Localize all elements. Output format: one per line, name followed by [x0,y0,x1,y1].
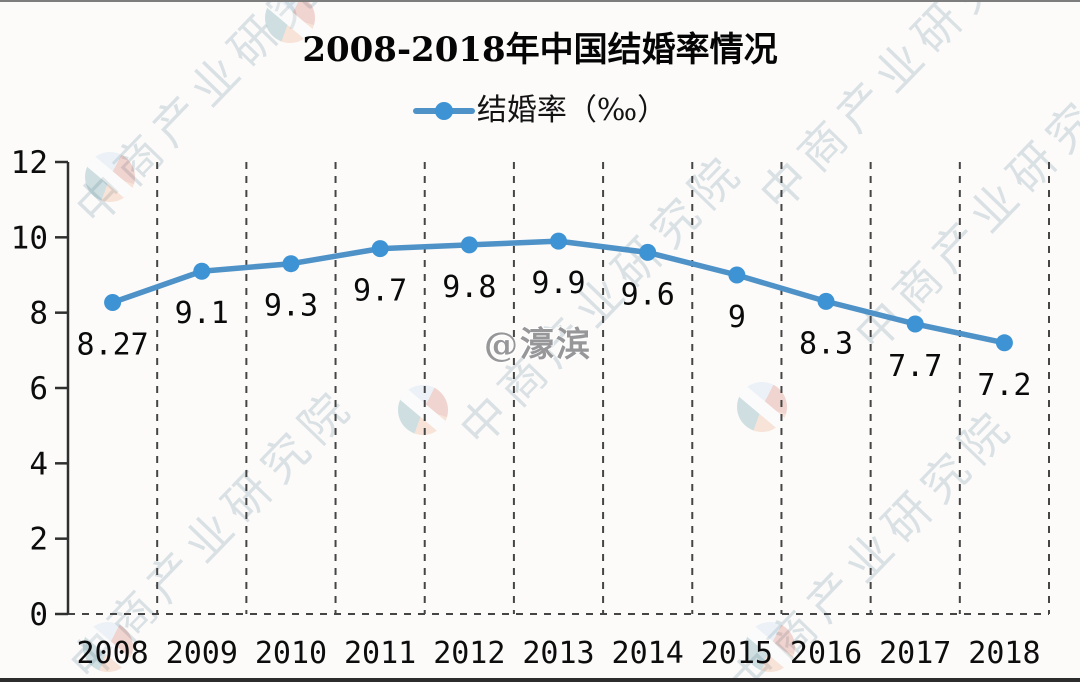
watermark-handle: @濠滨 [484,325,592,365]
x-tick-label: 2009 [166,636,238,671]
data-point [639,243,657,261]
y-tick-label: 2 [29,522,48,558]
x-tick-label: 2018 [968,636,1040,671]
data-point [995,334,1013,352]
data-point [371,240,389,258]
legend: 结婚率（‰） [0,92,1080,130]
data-point [728,266,746,284]
x-tick-label: 2013 [522,636,594,671]
y-tick-label: 6 [29,371,48,407]
data-label: 9.6 [621,277,675,312]
data-label: 7.2 [977,368,1031,403]
data-label: 9.3 [264,289,318,324]
x-tick-label: 2012 [433,636,505,671]
x-tick-label: 2015 [701,636,773,671]
data-label: 9 [728,300,746,335]
data-point [906,315,924,333]
x-tick-label: 2014 [612,636,684,671]
legend-line-marker-icon [412,102,475,120]
bottom-border [0,678,1080,682]
data-point [550,232,567,250]
x-tick-label: 2008 [76,636,148,671]
data-point [282,255,300,273]
data-point [193,262,211,280]
y-tick-label: 8 [29,296,48,332]
data-label: 8.3 [799,326,853,361]
data-label: 9.8 [442,270,496,305]
x-tick-label: 2016 [790,636,862,671]
legend-label: 结婚率（‰） [476,93,668,128]
y-tick-label: 12 [11,145,48,181]
data-label: 9.7 [353,274,407,309]
x-tick-label: 2010 [255,636,327,671]
x-tick-label: 2017 [879,636,951,671]
data-point [817,292,835,310]
x-tick-label: 2011 [344,636,416,671]
data-label: 8.27 [76,327,148,362]
y-tick-label: 0 [29,597,48,633]
y-tick-label: 10 [11,220,48,256]
chart-title: 2008-2018年中国结婚率情况 [302,30,778,70]
data-point [104,293,122,311]
data-label: 7.7 [888,349,942,384]
data-point [460,236,478,254]
y-tick-label: 4 [29,446,48,482]
data-label: 9.1 [175,296,229,331]
data-label: 9.9 [531,266,585,301]
